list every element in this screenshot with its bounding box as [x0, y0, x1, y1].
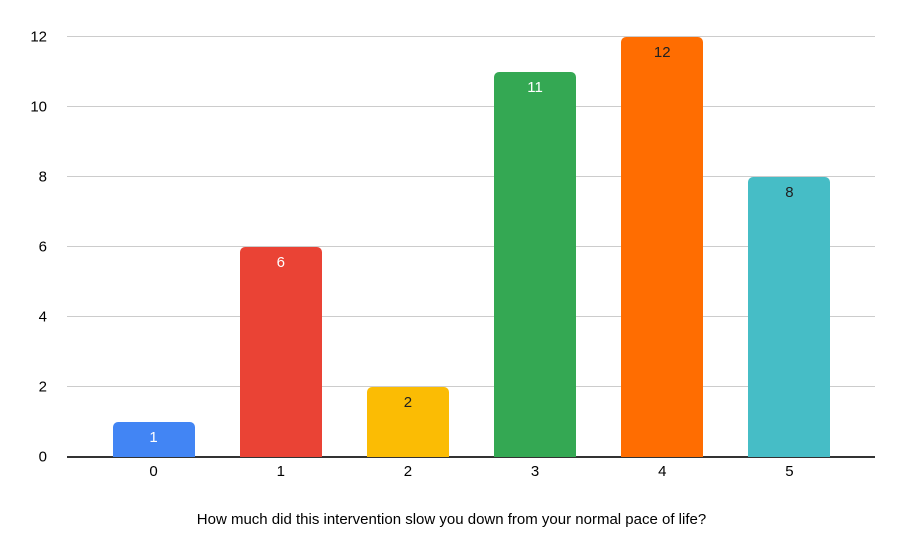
- y-tick-label: 4: [38, 308, 47, 326]
- bar-slot: 12: [599, 37, 726, 457]
- bar-slot: 6: [217, 37, 344, 457]
- bar-category-4[interactable]: 12: [621, 37, 704, 457]
- bar-category-1[interactable]: 6: [239, 247, 322, 457]
- bar-value-label: 2: [403, 394, 413, 411]
- bar-slot: 11: [472, 37, 599, 457]
- x-tick-label: 2: [403, 463, 413, 480]
- bar-value-label: 6: [276, 254, 285, 271]
- bar-slot: 1: [90, 37, 217, 457]
- gridline: [67, 316, 875, 317]
- bar-value-label: 11: [527, 79, 543, 96]
- x-axis-tick-labels: 0 1 2 3 4 5: [90, 463, 853, 480]
- x-tick-label: 1: [276, 463, 285, 480]
- bar-category-2[interactable]: 2: [366, 387, 449, 457]
- bar-category-0[interactable]: 1: [112, 422, 195, 457]
- y-axis-tick-labels: 0 2 4 6 8 10 12: [0, 30, 57, 465]
- bar-category-5[interactable]: 8: [748, 177, 831, 457]
- x-tick-label: 4: [658, 463, 667, 480]
- y-tick-label: 6: [38, 238, 47, 256]
- bar-slot: 2: [344, 37, 471, 457]
- bar-value-label: 1: [149, 429, 158, 446]
- x-axis-line: [67, 456, 875, 458]
- y-tick-label: 12: [30, 28, 47, 46]
- plot-area: [67, 36, 875, 458]
- y-tick-label: 2: [38, 378, 47, 396]
- bar-value-label: 8: [785, 184, 794, 201]
- y-tick-label: 8: [38, 168, 47, 186]
- gridline: [67, 246, 875, 247]
- y-tick-label: 0: [38, 448, 47, 466]
- gridline: [67, 36, 875, 37]
- x-tick-label: 0: [149, 463, 158, 480]
- bar-category-3[interactable]: 11: [494, 72, 577, 457]
- gridline: [67, 106, 875, 107]
- bar-value-label: 12: [653, 44, 671, 61]
- chart-title: How much did this intervention slow you …: [196, 511, 707, 528]
- gridline: [67, 386, 875, 387]
- x-tick-label: 3: [530, 463, 540, 480]
- gridline: [67, 176, 875, 177]
- bar-series: 1 6 2 11 12 8: [90, 37, 853, 457]
- x-tick-label: 5: [785, 463, 794, 480]
- bar-slot: 8: [726, 37, 853, 457]
- y-tick-label: 10: [30, 98, 47, 116]
